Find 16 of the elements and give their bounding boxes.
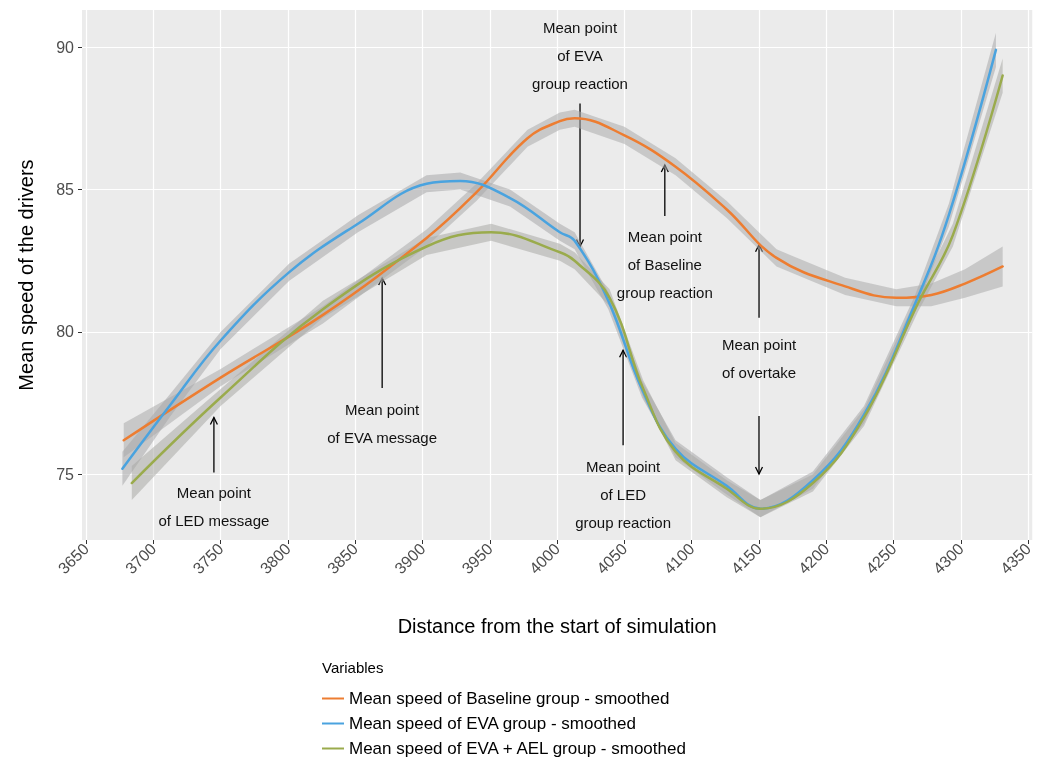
annotation: Mean point of overtake — [721, 336, 797, 382]
legend-label: Mean speed of Baseline group - smoothed — [349, 689, 670, 708]
x-axis-title: Distance from the start of simulation — [397, 615, 717, 637]
legend-label: Mean speed of EVA group - smoothed — [349, 714, 636, 733]
legend-title: Variables — [322, 659, 384, 676]
annotation: Mean point of Baseline group reaction — [616, 227, 713, 301]
y-tick-label: 90 — [56, 38, 75, 56]
annotation: Mean point of LED message — [158, 483, 270, 529]
y-tick-label: 85 — [56, 181, 75, 199]
annotation: Mean point of EVA message — [327, 400, 438, 446]
y-tick-label: 75 — [56, 465, 75, 483]
annotation: Mean point of EVA group reaction — [532, 19, 628, 93]
annotation: Mean point of LED group reaction — [575, 457, 672, 531]
y-axis-title: Mean speed of the drivers — [15, 159, 37, 391]
legend-label: Mean speed of EVA + AEL group - smoothed — [349, 739, 686, 758]
y-tick-label: 80 — [56, 323, 75, 341]
